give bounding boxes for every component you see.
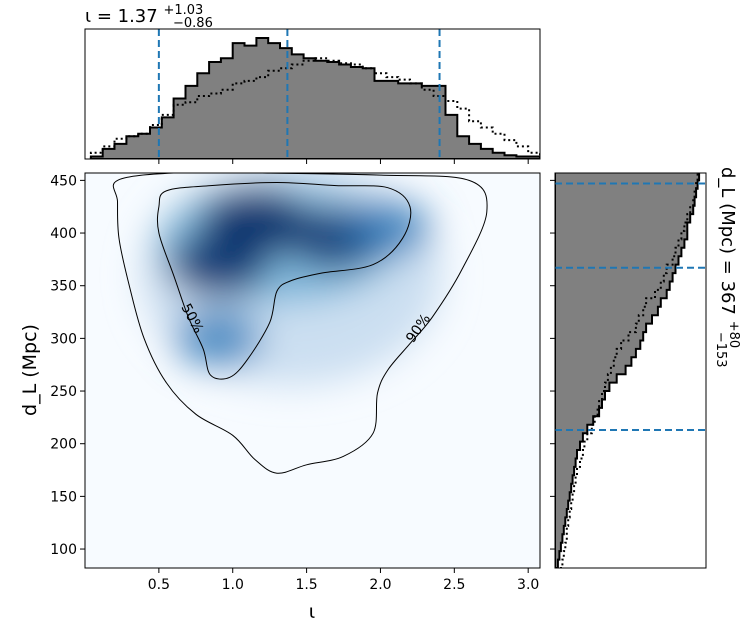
- density-blobs: [141, 173, 442, 386]
- right-histograms: [555, 173, 706, 568]
- y-tick-label-450: 450: [50, 173, 77, 189]
- right-title-sub: −153: [713, 332, 728, 368]
- y-tick-label-200: 200: [50, 437, 77, 453]
- right-marginal-panel: d_L (Mpc) = 367 +80 −153: [554, 167, 746, 569]
- y-tick-label-400: 400: [50, 226, 77, 242]
- density-panel: 50% 90% 0.5 1.0 1.5 2.0 2.5 3.0100150200250300…: [50, 159, 555, 593]
- density-peak-4: [174, 310, 262, 367]
- main-frame: [84, 172, 541, 569]
- y-tick-label-250: 250: [50, 384, 77, 400]
- y-axis-label: d_L (Mpc): [19, 324, 41, 416]
- top-title-sup: +1.03: [163, 3, 203, 18]
- y-tick-label-300: 300: [50, 331, 77, 347]
- x-tick-label-3.0: 3.0: [517, 577, 539, 593]
- x-tick-label-0.5: 0.5: [148, 577, 170, 593]
- right-title-sup: +80: [726, 321, 741, 348]
- x-tick-label-1.5: 1.5: [295, 577, 317, 593]
- x-tick-label-2.0: 2.0: [369, 577, 391, 593]
- x-tick-label-2.5: 2.5: [443, 577, 465, 593]
- contour-50pct: [156, 181, 412, 380]
- main-ticks: 0.5 1.0 1.5 2.0 2.5 3.0 100 150 200 250 300 350 400 4…: [50, 159, 555, 593]
- top-marginal-panel: ι = 1.37 +1.03 −0.86: [84, 0, 541, 160]
- right-solid-histogram: [555, 173, 701, 568]
- top-title: ι = 1.37 +1.03 −0.86: [85, 0, 213, 31]
- right-title: d_L (Mpc) = 367 +80 −153: [713, 167, 746, 368]
- top-dotted-histogram: [89, 57, 540, 159]
- y-tick-label-100: 100: [50, 542, 77, 558]
- top-title-sub: −0.86: [173, 16, 213, 31]
- x-tick-label-1.0: 1.0: [222, 577, 244, 593]
- top-histograms: [89, 29, 540, 159]
- x-axis-label: ι: [309, 601, 315, 623]
- right-frame: [554, 172, 707, 569]
- density-layer: [141, 173, 442, 386]
- density-peak-3: [344, 199, 432, 257]
- density-peak-1: [167, 232, 268, 297]
- y-tick-label-150: 150: [50, 489, 77, 505]
- y-tick-label-350: 350: [50, 279, 77, 295]
- contour-90pct: [112, 173, 488, 474]
- top-frame: [84, 28, 541, 160]
